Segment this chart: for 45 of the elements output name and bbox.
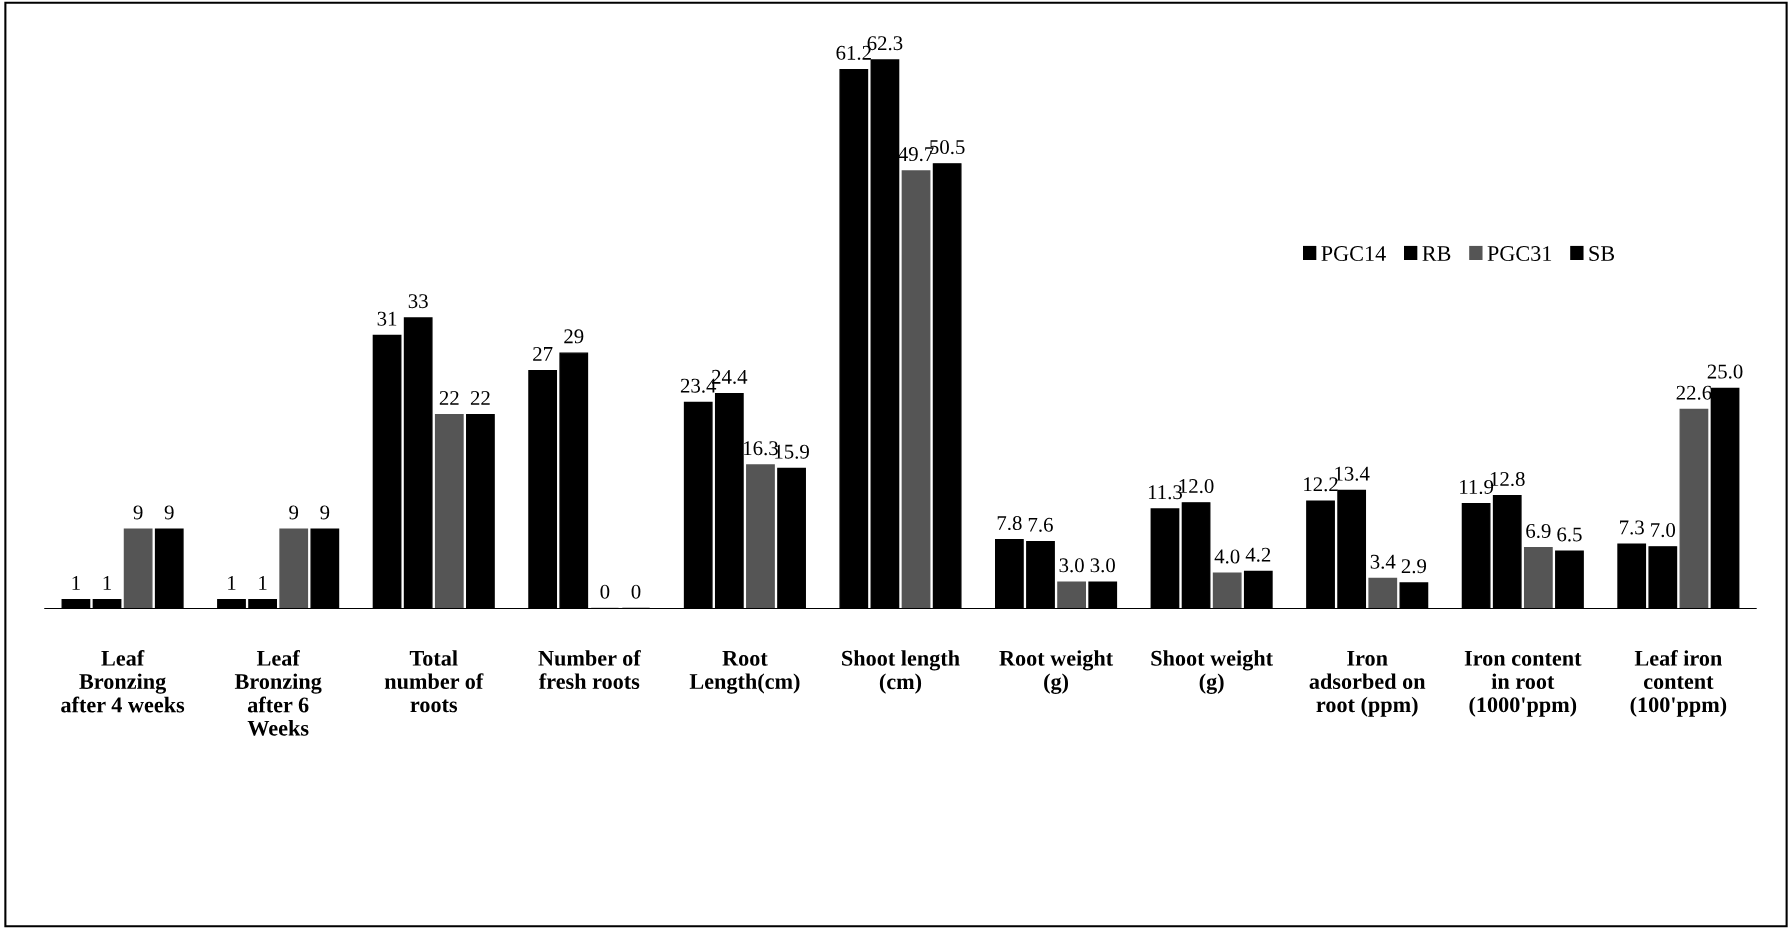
data-label: 1 [72,575,80,590]
data-label: 22 [439,391,459,405]
data-label: 0 [600,584,610,599]
data-label: 22 [470,391,490,405]
data-label: 1 [259,575,267,590]
legend-label: SB [1589,246,1615,262]
data-label: 9 [289,505,299,520]
x-tick-label: Total number of roots [384,650,484,713]
x-tick-label: Leaf iron content (100'ppm) [1630,649,1727,717]
data-label: 33 [408,294,428,309]
data-label: 2.9 [1401,559,1427,574]
legend-label: PGC14 [1321,246,1386,262]
legend-label: RB [1422,246,1451,261]
data-label: 27 [533,346,553,361]
data-label: 29 [564,329,584,344]
x-tick-label: Leaf Bronzing after 6 Weeks [234,649,322,736]
x-tick-label: Root weight (g) [999,650,1114,694]
data-label: 4.0 [1214,549,1240,564]
data-label: 7.0 [1651,523,1676,538]
data-label: 3.0 [1090,558,1115,573]
x-tick-label: Shoot weight (g) [1151,650,1273,694]
data-label: 7.8 [997,515,1022,531]
data-label: 4.2 [1245,547,1271,562]
data-label: 31 [377,311,397,326]
data-label: 0 [631,584,641,599]
data-label: 9 [320,505,330,520]
data-label: 1 [103,575,111,590]
data-label: 7.6 [1028,517,1053,532]
data-label: 6.9 [1526,523,1551,539]
x-tick-label: Iron adsorbed on root (ppm) [1309,651,1426,717]
data-label: 9 [133,505,143,520]
x-tick-label: Root Length(cm) [689,651,800,694]
data-label: 25.0 [1707,364,1743,379]
data-label: 6.5 [1557,527,1582,542]
x-tick-label: Leaf Bronzing after 4 weeks [61,649,185,713]
data-label: 3.4 [1370,554,1396,569]
data-label: 3.0 [1059,558,1084,573]
legend-label: PGC31 [1487,246,1552,262]
x-tick-label: Number of fresh roots [538,649,641,690]
data-label: 1 [228,575,236,590]
x-tick-label: Iron content in root (1000'ppm) [1464,651,1582,717]
data-label: 9 [164,505,174,520]
x-tick-label: Shoot length (cm) [842,650,960,694]
data-label: 22.6 [1676,385,1712,400]
data-label: 7.3 [1620,520,1644,535]
